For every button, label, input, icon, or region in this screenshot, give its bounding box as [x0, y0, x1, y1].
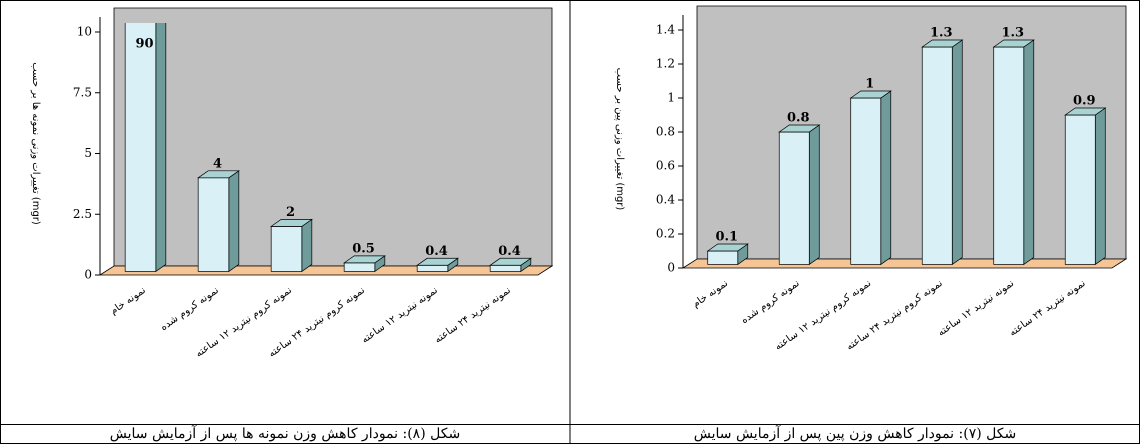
- caption: شکل (۸): نمودار کاهش وزن نمونه ها پس از …: [110, 424, 460, 442]
- y-tick-label: 0: [84, 268, 92, 282]
- y-tick-label: 1.4: [656, 23, 675, 37]
- bar-side: [228, 170, 240, 273]
- y-tick-label: 0.6: [656, 159, 675, 173]
- bar-top: [849, 90, 892, 99]
- y-tick-label: 0.8: [656, 125, 675, 139]
- bar-side: [301, 218, 313, 273]
- y-axis-title: تغییرات وزنی پین بر حسب (mgr): [614, 68, 625, 211]
- bar: [850, 97, 882, 265]
- bar-top: [992, 39, 1035, 48]
- bar: [270, 226, 303, 272]
- bar-top: [197, 170, 240, 179]
- value-label: 0.5: [352, 241, 375, 256]
- bar: [921, 46, 953, 265]
- y-tick-label: 0.2: [656, 227, 675, 241]
- back-wall: [696, 5, 1127, 260]
- caption: شکل (۷): نمودار کاهش وزن پین پس از آزمای…: [694, 424, 1016, 442]
- x-tick-label: نمونه خام: [691, 278, 730, 310]
- y-tick-label: 1: [667, 91, 675, 105]
- bar-top: [489, 257, 532, 266]
- bar-top: [343, 255, 386, 264]
- bar-top: [1064, 107, 1107, 116]
- x-tick-label: نمونه خام: [108, 285, 147, 317]
- bar-side: [951, 39, 963, 266]
- bar-side: [808, 124, 820, 266]
- value-label: 0.4: [425, 244, 448, 259]
- floor: [681, 258, 1128, 269]
- y-tick-label: 5: [84, 146, 92, 160]
- bar-side: [155, 23, 167, 273]
- bar-side: [880, 90, 892, 266]
- y-tick-label: 1.2: [656, 57, 675, 71]
- bar: [1064, 114, 1096, 265]
- y-tick-label: 0: [667, 261, 675, 275]
- y-tick-label: 10: [77, 25, 92, 39]
- value-label: 1.3: [930, 26, 953, 41]
- bar: [124, 23, 157, 272]
- bars: [124, 23, 532, 273]
- value-label: 0.1: [715, 230, 738, 245]
- value-label: 4: [213, 156, 222, 171]
- x-tick-label: نمونه نیترید ۱۲ ساعته: [360, 285, 440, 346]
- bar-side: [1094, 107, 1106, 266]
- bar: [778, 131, 810, 265]
- bar: [343, 262, 376, 272]
- x-tick-label: نمونه نیترید ۲۴ ساعته: [433, 285, 513, 346]
- value-label: 2: [286, 205, 295, 220]
- bar: [993, 46, 1025, 265]
- value-label: 1.3: [1001, 26, 1024, 41]
- y-axis-title: تغییرات وزنی نمونه ها بر حسب (mgr): [30, 62, 41, 225]
- y-tick-label: 0.4: [656, 193, 675, 207]
- x-tick-label: نمونه نیترید ۱۲ ساعته: [936, 278, 1016, 339]
- value-label: 90: [135, 37, 153, 52]
- bar-top: [270, 219, 313, 227]
- x-tick-label: نمونه کروم شده: [739, 278, 801, 326]
- bar: [489, 264, 522, 272]
- y-tick-label: 7.5: [73, 85, 92, 99]
- value-label: 0.8: [787, 111, 810, 126]
- value-label: 1: [865, 77, 874, 92]
- bar-top: [778, 124, 821, 133]
- bars: [706, 39, 1107, 266]
- bar: [707, 250, 739, 265]
- bar: [197, 177, 230, 272]
- value-label: 0.9: [1073, 94, 1096, 109]
- value-label: 0.4: [498, 244, 521, 259]
- bar-side: [1023, 39, 1035, 266]
- x-tick-label: نمونه کروم شده: [159, 285, 221, 333]
- y-tick-label: 2.5: [73, 207, 92, 221]
- bar: [416, 264, 449, 272]
- back-wall: [113, 7, 553, 267]
- bar-top: [706, 243, 749, 252]
- x-tick-label: نمونه نیترید ۲۴ ساعته: [1007, 278, 1087, 339]
- bar-top: [416, 257, 459, 266]
- bar-top: [921, 39, 964, 48]
- floor: [98, 265, 554, 276]
